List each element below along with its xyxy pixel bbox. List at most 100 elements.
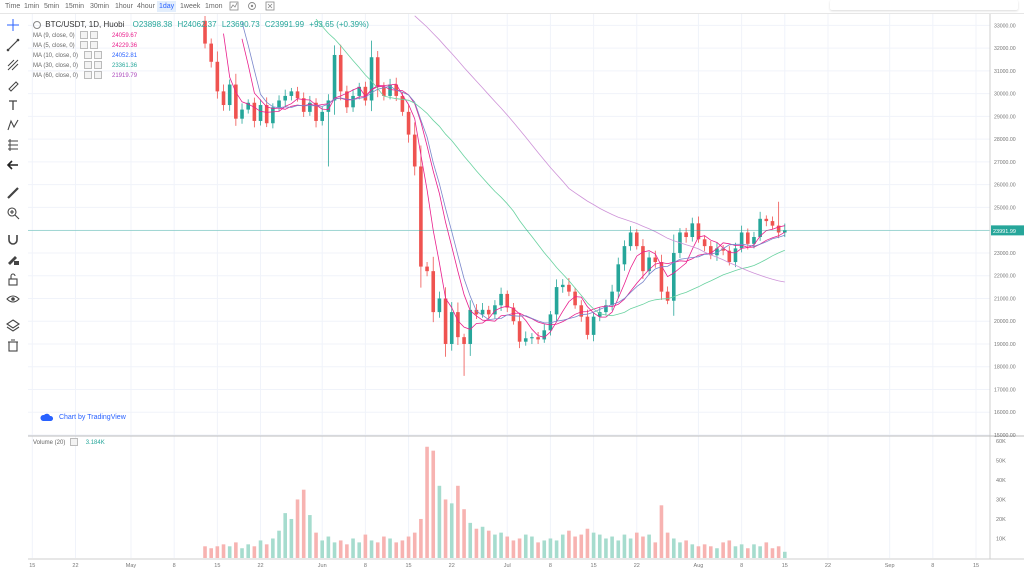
lock-drawings-icon[interactable] [6,252,20,266]
ma5-line [223,33,785,338]
legend-close-icon[interactable] [93,71,102,80]
legend-close-icon[interactable] [93,61,102,70]
text-icon[interactable] [6,98,20,112]
magnet-icon[interactable] [6,232,20,246]
legend-label: MA (5, close, 0) [33,43,75,49]
candle [221,91,226,106]
timeframe-time[interactable]: Time [5,3,21,10]
legend-ma30[interactable]: MA (30, close, 0) 23361.36 [33,61,137,71]
volume-bar [523,534,528,558]
ruler-icon[interactable] [6,186,20,200]
trend-line-icon[interactable] [6,38,20,52]
candle [412,134,417,167]
axes: 33000.00 32000.00 31000.00 30000.00 29000.00… [28,14,1024,569]
drawing-toolbar [0,14,26,576]
trash-icon[interactable] [6,338,20,352]
candle [486,309,491,315]
volume-bar [721,542,725,558]
time-tick-label: 22 [72,563,78,569]
prediction-icon[interactable] [6,138,20,152]
cloud-icon [40,413,54,421]
volume-bar [739,544,744,558]
legend-close-icon[interactable] [90,31,99,40]
candle [776,225,781,233]
candle [351,95,355,108]
legend-ma60[interactable]: MA (60, close, 0) 21919.79 [33,71,137,81]
pattern-icon[interactable] [6,118,20,132]
pitchfork-icon[interactable] [6,58,20,72]
timeframe-30min[interactable]: 30min [90,3,110,10]
volume-bar [277,530,281,558]
volume-bar [567,530,571,558]
zoom-icon[interactable] [6,206,20,220]
timeframe-4hour[interactable]: 4hour [137,3,155,10]
brush-icon[interactable] [6,78,20,92]
tradingview-watermark[interactable]: Chart by TradingView [40,413,126,423]
candle [653,257,658,263]
candle [628,232,633,247]
volume-bar [382,536,386,558]
volume-bar [727,540,732,558]
timeframe-1min[interactable]: 1min [24,3,40,10]
legend-ma5[interactable]: MA (5, close, 0) 24229.36 [33,41,137,51]
volume-bar [351,538,355,558]
candles [203,16,787,376]
candle [203,20,207,44]
legend-eye-icon[interactable] [80,31,89,40]
timeframe-1mon[interactable]: 1mon [205,3,223,10]
price-tick-label: 32000.00 [994,46,1016,52]
candle [721,248,725,251]
legend-ma9[interactable]: MA (9, close, 0) 24059.67 [33,31,137,41]
candle [530,337,534,339]
volume-bar [203,546,207,558]
candle [560,284,565,288]
volume-bar [227,546,232,558]
candle [369,57,374,101]
lock-icon[interactable] [6,272,20,286]
volume-bar [653,542,658,558]
symbol-header: BTC/USDT, 1D, Huobi O23898.38 H24062.37 … [33,19,369,31]
candle [752,237,756,244]
eye-icon[interactable] [6,292,20,306]
volume-bar [579,534,584,558]
volume-bar [708,546,713,558]
volume-bar [752,544,756,558]
candle [610,291,614,306]
candle [468,309,473,344]
legend-close-icon[interactable] [93,51,102,60]
price-tick-label: 30000.00 [994,92,1016,98]
crosshair-icon[interactable] [6,18,20,32]
legend-ma10[interactable]: MA (10, close, 0) 24052.81 [33,51,137,61]
chart-type-icon[interactable] [229,1,239,11]
settings-icon[interactable] [247,1,257,11]
timeframe-5min[interactable]: 5min [44,3,60,10]
candle [277,100,281,108]
timeframe-1hour[interactable]: 1hour [115,3,133,10]
candle [758,218,762,238]
fullscreen-icon[interactable] [265,1,275,11]
legend-eye-icon[interactable] [80,41,89,50]
candle [554,287,559,315]
timeframe-15min[interactable]: 15min [65,3,85,10]
candle [375,57,380,87]
candle [425,266,429,272]
layers-icon[interactable] [6,318,20,332]
legend-eye-icon[interactable] [83,51,92,60]
volume-bar [456,485,460,558]
legend-eye-icon[interactable] [83,71,92,80]
volume-bar [209,548,213,558]
arrow-icon[interactable] [6,158,20,172]
legend-close-icon[interactable] [90,41,99,50]
last-price-badge [991,225,1024,236]
volume-settings-icon[interactable] [70,438,79,447]
legend-eye-icon[interactable] [83,61,92,70]
timeframe-1day[interactable]: 1day [157,1,177,12]
timeframe-1week[interactable]: 1week [180,3,201,10]
candle [659,262,664,292]
volume-bar [548,538,553,558]
volume-tick-label: 40K [996,478,1006,484]
time-tick-label: 8 [364,563,367,569]
volume-bar [659,505,664,558]
volume-bar [271,538,275,558]
